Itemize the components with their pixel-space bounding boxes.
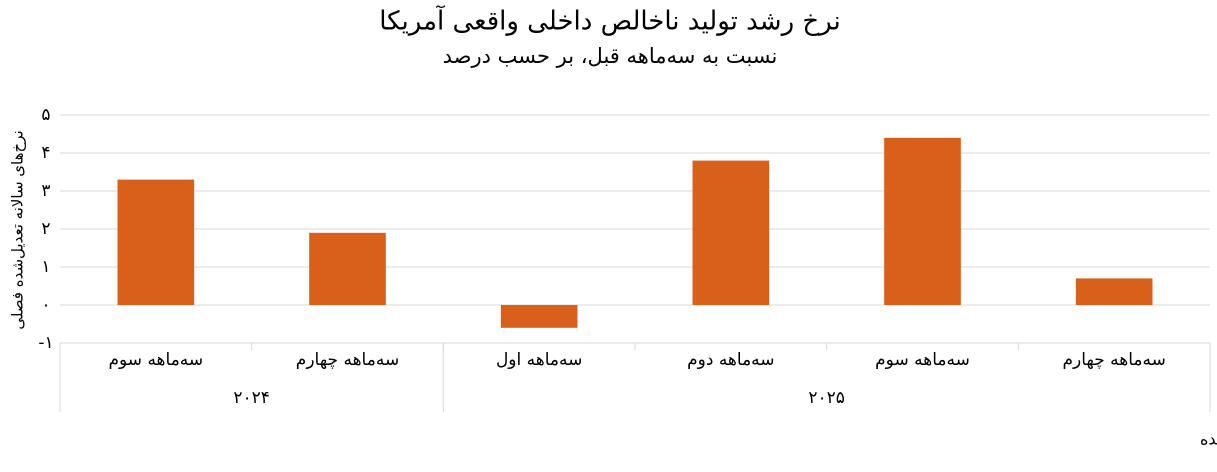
bar: [884, 137, 961, 305]
bar: [117, 179, 195, 305]
x-group-label: ۲۰۲۵: [808, 388, 845, 408]
bar: [500, 305, 578, 328]
source-note: منبع: اداره تحلیل اقتصادی ایالات متحده: [1200, 430, 1217, 450]
y-tick-label: ۱: [41, 257, 50, 277]
x-tick-label: سه‌ماهه سوم: [875, 350, 970, 370]
y-tick-label: ۵: [41, 105, 50, 125]
bar: [692, 160, 770, 305]
y-tick-label: -۱: [38, 333, 53, 353]
y-tick-label: ۳: [41, 181, 50, 201]
x-tick-label: سه‌ماهه سوم: [108, 350, 203, 370]
y-tick-label: ۲: [41, 219, 50, 239]
chart-title: نرخ رشد تولید ناخالص داخلی واقعی آمریکا: [379, 5, 841, 37]
x-group-label: ۲۰۲۴: [233, 388, 270, 408]
y-tick-label: ۰: [41, 295, 50, 315]
x-tick-label: سه‌ماهه چهارم: [1062, 350, 1165, 370]
x-tick-label: سه‌ماهه دوم: [687, 350, 774, 370]
y-tick-label: ۴: [41, 143, 50, 163]
chart-subtitle: نسبت به سه‌ماهه قبل، بر حسب درصد: [443, 44, 778, 68]
x-tick-label: سه‌ماهه چهارم: [296, 350, 399, 370]
x-tick-label: سه‌ماهه اول: [496, 350, 582, 370]
y-axis-label: نرخ‌های سالانه تعدیل‌شده فصلی: [9, 130, 27, 329]
bar: [1075, 278, 1153, 305]
bar: [309, 232, 386, 305]
